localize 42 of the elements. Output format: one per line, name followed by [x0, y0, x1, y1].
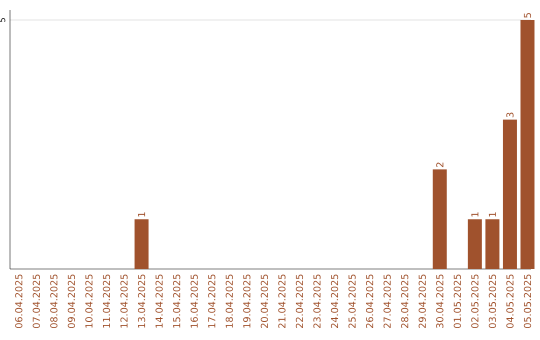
- x-tick-label: 17.04.2025: [208, 274, 216, 328]
- x-tick-label: 04.05.2025: [506, 274, 514, 328]
- x-tick-label: 09.04.2025: [68, 274, 76, 328]
- x-tick-label: 14.04.2025: [155, 274, 163, 328]
- bar: [432, 169, 447, 269]
- x-tick-label: 28.04.2025: [401, 274, 408, 328]
- x-tick-label: 23.04.2025: [313, 274, 321, 328]
- data-label: 3: [506, 112, 514, 118]
- x-tick-label: 26.04.2025: [366, 274, 374, 328]
- x-tick-label: 27.04.2025: [384, 274, 391, 328]
- x-tick-label: 11.04.2025: [102, 274, 110, 328]
- bar: [502, 120, 517, 269]
- x-tick-label: 25.04.2025: [348, 274, 356, 328]
- x-tick-label: 19.04.2025: [243, 274, 250, 328]
- data-label: 1: [471, 212, 478, 217]
- x-tick-label: 03.05.2025: [488, 274, 496, 328]
- x-tick-label: 06.04.2025: [15, 274, 22, 328]
- x-tick-label: 10.04.2025: [85, 274, 93, 328]
- x-tick-label: 21.04.2025: [278, 274, 286, 328]
- x-tick-label: 30.04.2025: [436, 274, 444, 328]
- x-tick-label: 01.05.2025: [454, 274, 461, 328]
- x-tick-label: 15.04.2025: [173, 274, 180, 328]
- x-tick-label: 29.04.2025: [418, 274, 426, 328]
- x-tick-label: 18.04.2025: [226, 274, 233, 328]
- bar: [485, 219, 500, 269]
- x-tick-label: 24.04.2025: [330, 274, 338, 328]
- x-tick-label: 02.05.2025: [471, 274, 478, 328]
- bar: [468, 219, 482, 269]
- bar: [134, 219, 149, 269]
- x-tick-label: 05.05.2025: [524, 274, 532, 328]
- bar: [520, 20, 534, 269]
- x-tick-label: 20.04.2025: [260, 274, 268, 328]
- x-tick-label: 07.04.2025: [32, 274, 40, 328]
- x-tick-label: 08.04.2025: [50, 274, 58, 328]
- x-tick-label: 22.04.2025: [296, 274, 304, 328]
- data-label: 2: [436, 162, 444, 168]
- x-tick-label: 13.04.2025: [138, 274, 146, 328]
- data-label: 5: [524, 13, 532, 18]
- x-tick-label: 16.04.2025: [190, 274, 198, 328]
- data-label: 1: [488, 212, 496, 217]
- x-tick-label: 12.04.2025: [120, 274, 128, 328]
- data-label: 1: [138, 212, 146, 217]
